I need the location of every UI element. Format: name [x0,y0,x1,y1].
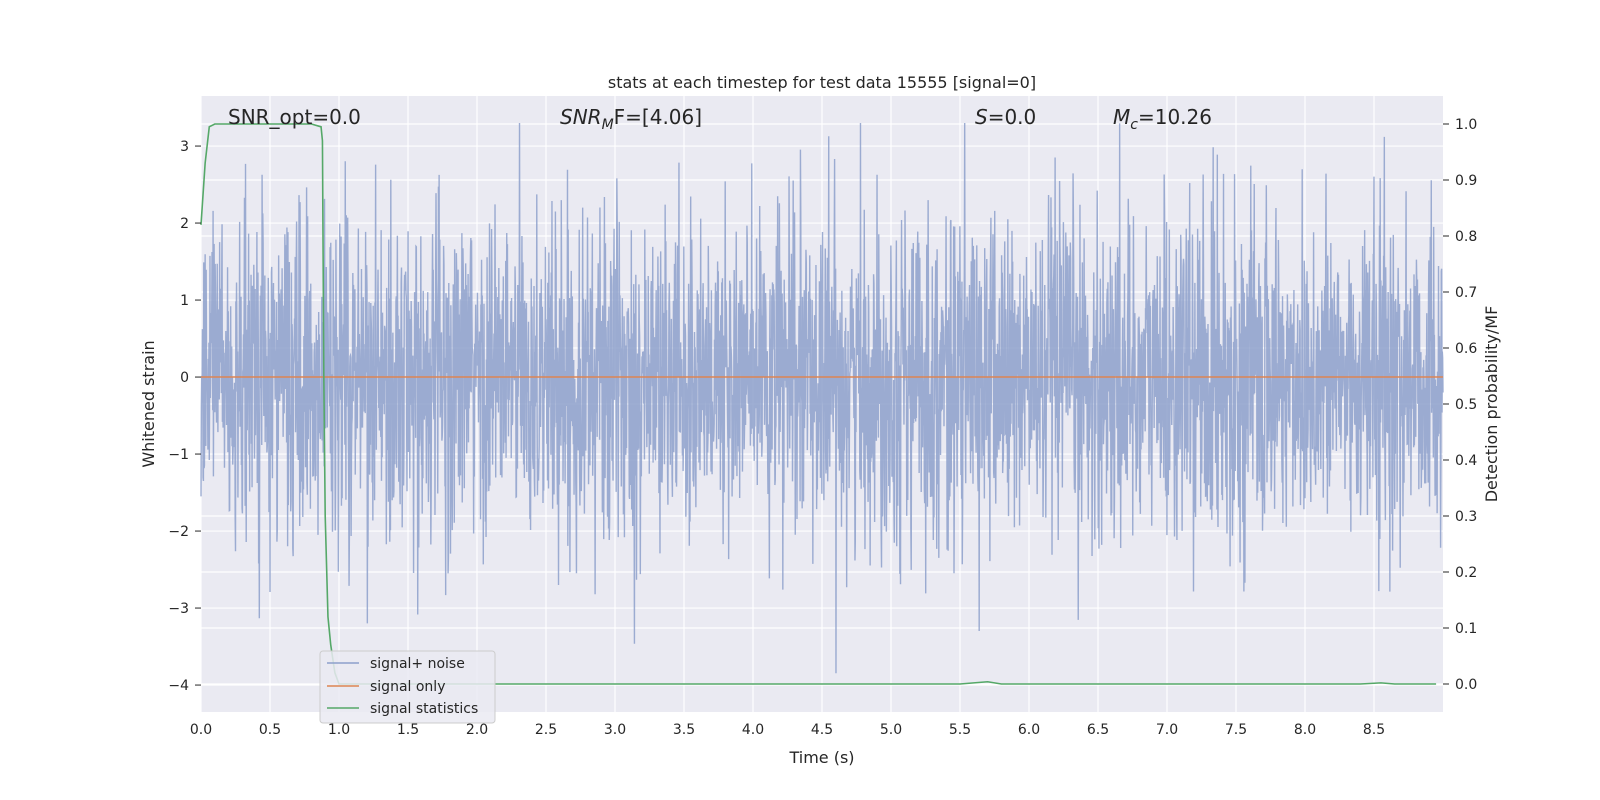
signal-statistics-line [200,123,1437,685]
series-signal-statistics [200,123,1437,685]
annotation-mc-sub: c [1130,117,1138,133]
x-axis-label: Time (s) [788,748,854,767]
legend-label-signal-noise: signal+ noise [370,656,465,672]
y-left-axis-label: Whitened strain [139,340,158,467]
x-tick-label: 4.0 [742,722,764,738]
y-left-tick-label: −2 [168,524,189,540]
y-right-tick-label: 0.9 [1455,173,1477,189]
y-right-tick-label: 0.6 [1455,341,1477,357]
y-right-tick-label: 0.7 [1455,285,1477,301]
chart-title: stats at each timestep for test data 155… [608,73,1036,92]
annotation-s-rest: =0.0 [988,105,1037,129]
y-left-tick-label: −1 [168,447,189,463]
x-tick-label: 0.5 [259,722,281,738]
x-tick-label: 6.0 [1018,722,1040,738]
y-right-tick-label: 0.5 [1455,397,1477,413]
annotation-mc-main: M [1113,105,1130,129]
x-tick-label: 2.5 [535,722,557,738]
y-left-tick-label: 1 [180,293,189,309]
legend-label-signal-only: signal only [370,679,445,695]
y-left-tick-label: 3 [180,139,189,155]
x-tick-label: 8.5 [1363,722,1385,738]
annotation-mc: Mc=10.26 [1113,105,1212,133]
x-tick-label: 5.5 [949,722,971,738]
y-right-tick-label: 1.0 [1455,117,1477,133]
annotation-snr-opt: SNR_opt=0.0 [228,105,361,129]
legend: signal+ noise signal only signal statist… [319,650,496,724]
y-right-tick-label: 0.3 [1455,509,1477,525]
annotation-snr-mf-rest: F=[4.06] [614,105,702,129]
x-tick-label: 0.0 [190,722,212,738]
annotation-s: S=0.0 [975,105,1036,129]
annotation-mc-rest: =10.26 [1138,105,1212,129]
y-right-tick-label: 0.2 [1455,565,1477,581]
annotation-snr-mf-main: SNR [560,105,602,129]
y-left-tick-label: 2 [180,216,189,232]
annotation-snr-mf: SNRMF=[4.06] [560,105,702,133]
y-right-tick-label: 0.0 [1455,677,1477,693]
legend-box [319,650,496,724]
y-right-axis-label: Detection probability/MF [1482,306,1501,503]
x-tick-label: 3.0 [604,722,626,738]
y-left-ticks: 3 2 1 0 −1 −2 −3 −4 [168,139,201,694]
x-tick-label: 5.0 [880,722,902,738]
y-left-tick-label: −4 [168,678,189,694]
x-tick-label: 7.0 [1156,722,1178,738]
annotation-snr-mf-sub: M [602,117,614,133]
legend-label-signal-statistics: signal statistics [370,701,478,717]
annotation-s-main: S [975,105,988,129]
y-left-tick-label: −3 [168,601,189,617]
y-left-tick-label: 0 [180,370,189,386]
y-right-ticks: 1.0 0.9 0.8 0.7 0.6 0.5 0.4 0.3 0.2 0.1 0.0 [1443,117,1477,693]
x-tick-label: 1.5 [397,722,419,738]
x-tick-label: 7.5 [1225,722,1247,738]
x-tick-label: 8.0 [1294,722,1316,738]
y-right-tick-label: 0.8 [1455,229,1477,245]
x-tick-label: 1.0 [328,722,350,738]
x-tick-label: 3.5 [673,722,695,738]
series-signal-noise [200,122,1444,674]
y-right-tick-label: 0.4 [1455,453,1477,469]
x-ticks: 0.0 0.5 1.0 1.5 2.0 2.5 3.0 3.5 4.0 4.5 5.0 5.5 6.0 6… [190,722,1385,738]
x-tick-label: 4.5 [811,722,833,738]
x-tick-label: 2.0 [466,722,488,738]
y-right-tick-label: 0.1 [1455,621,1477,637]
signal-noise-line [200,122,1444,674]
x-tick-label: 6.5 [1087,722,1109,738]
